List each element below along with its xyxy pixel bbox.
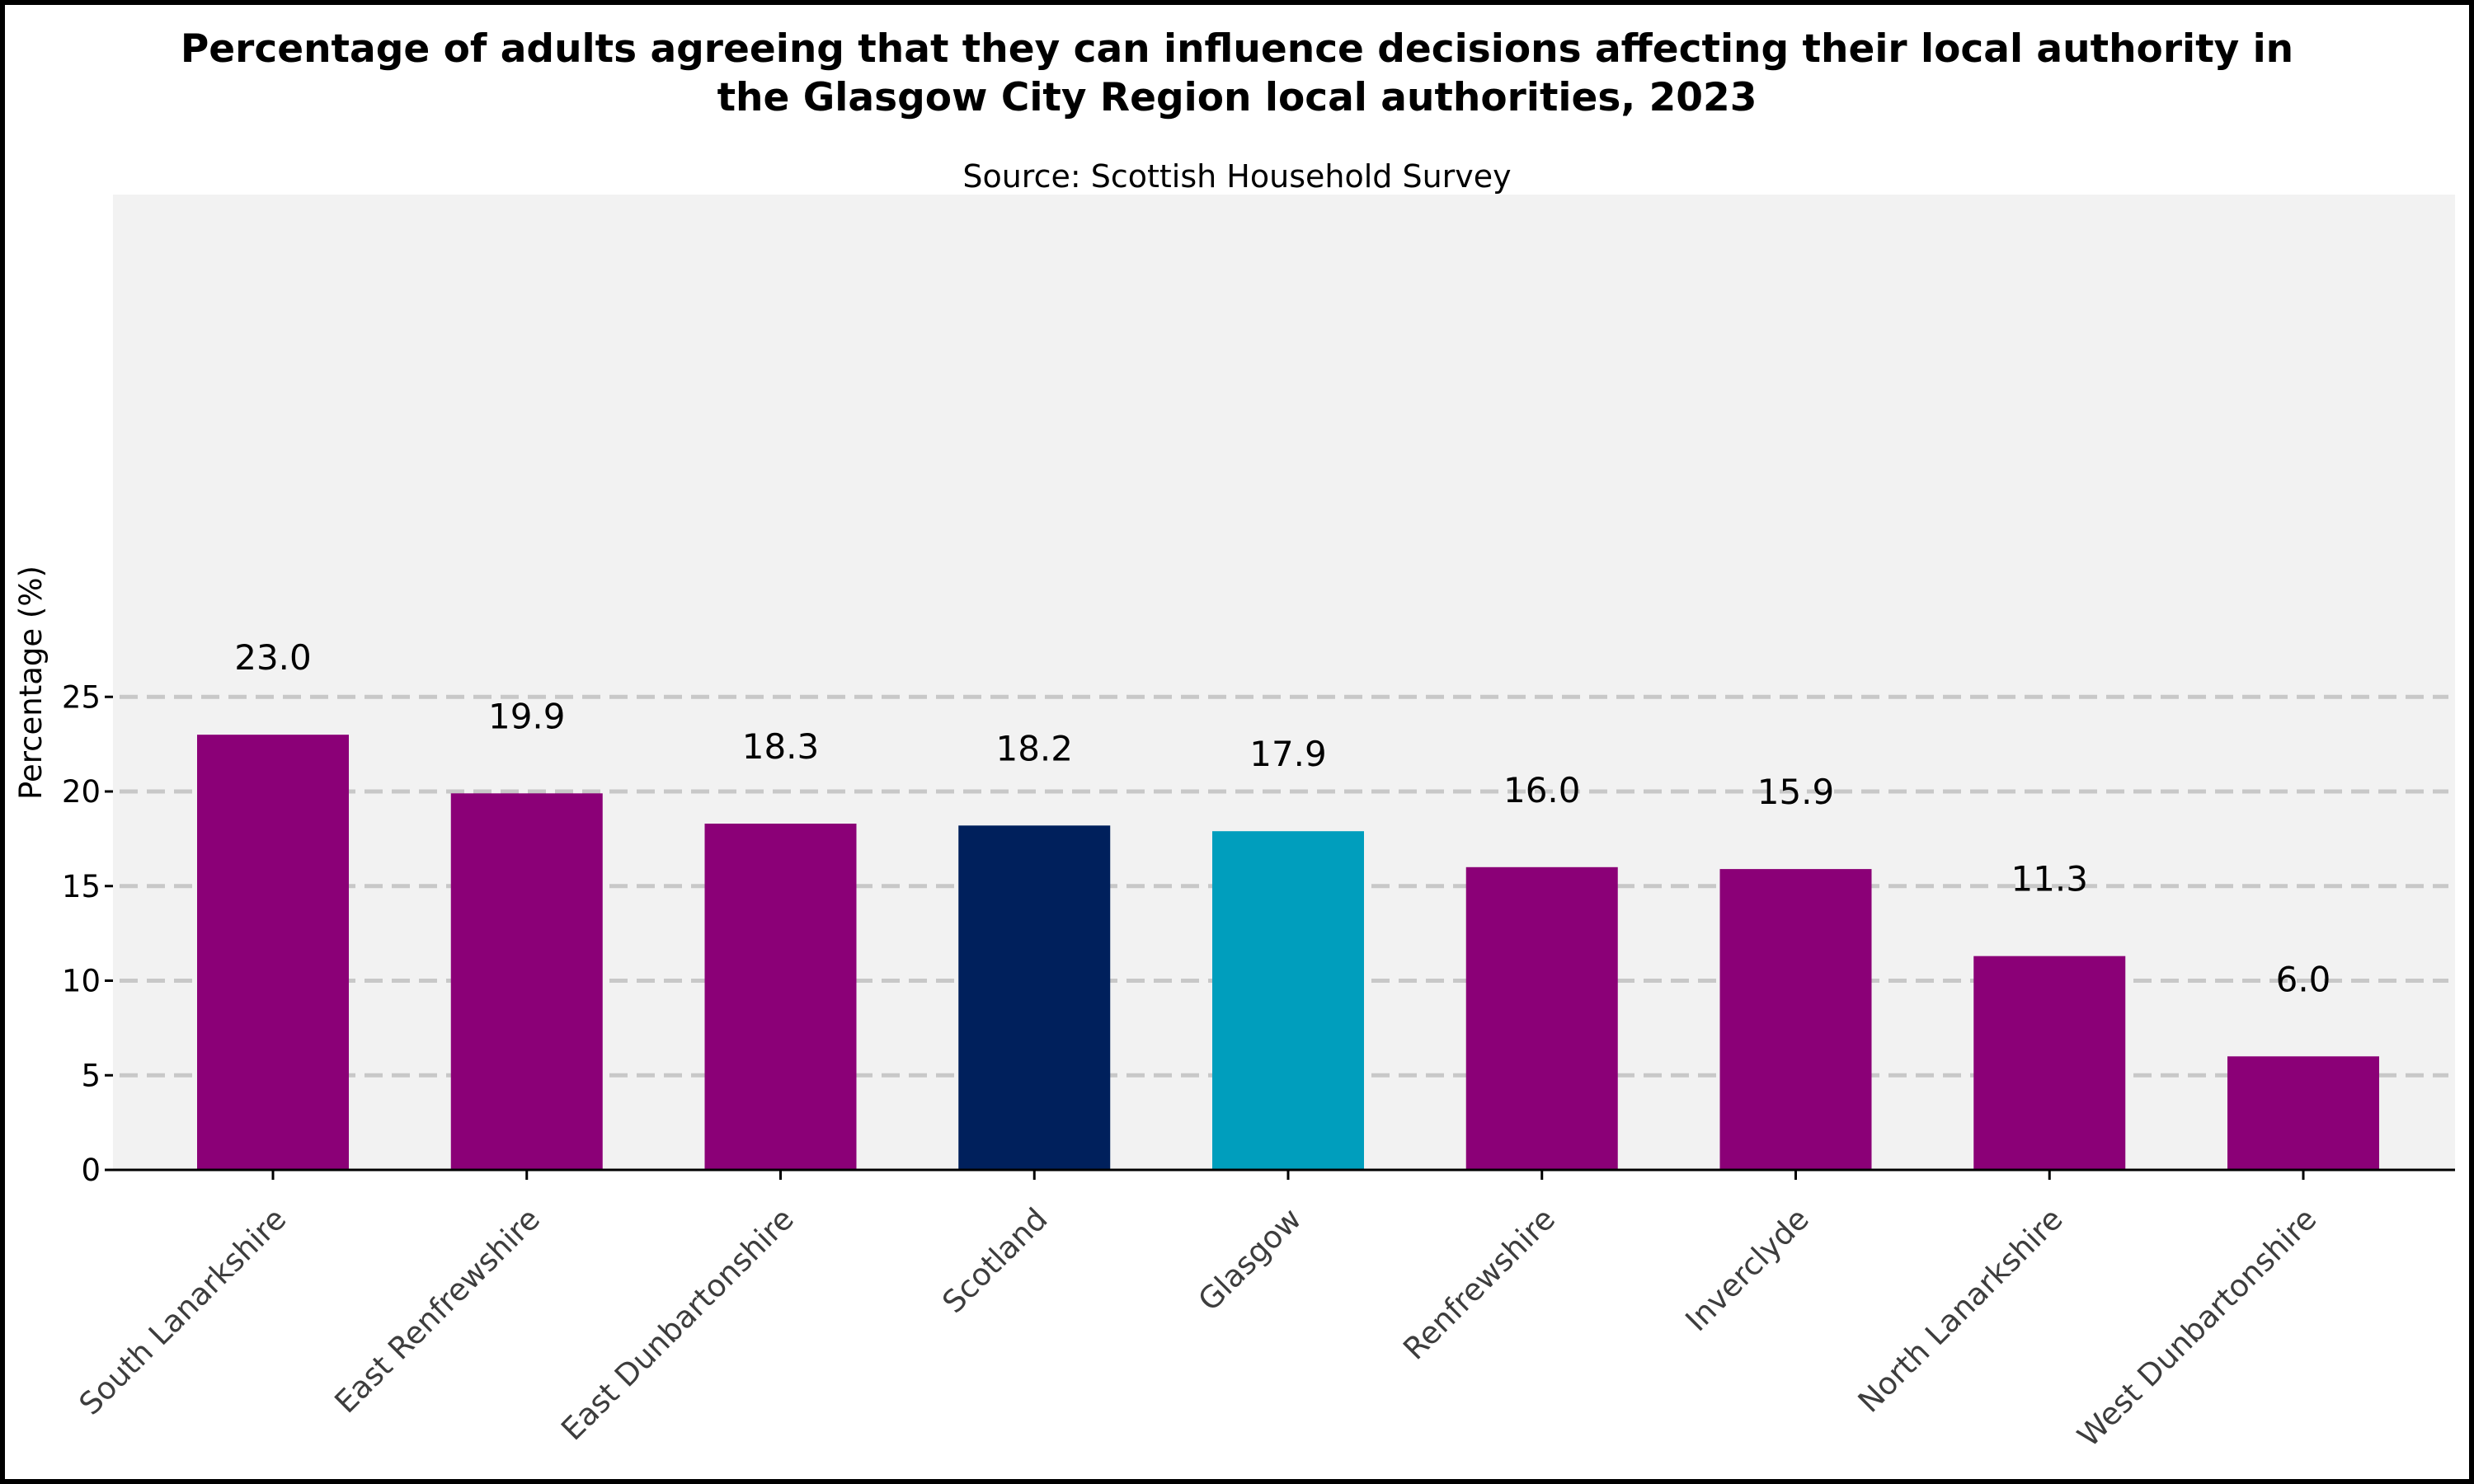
y-tick-label: 10 xyxy=(62,964,101,999)
x-tick-label: West Dunbartonshire xyxy=(2071,1201,2323,1453)
chart-title-line-2: the Glasgow City Region local authoritie… xyxy=(717,75,1757,120)
chart-title: Percentage of adults agreeing that they … xyxy=(0,25,2474,122)
bar xyxy=(197,735,349,1170)
data-label: 23.0 xyxy=(234,637,312,678)
chart-title-line-1: Percentage of adults agreeing that they … xyxy=(180,26,2294,72)
data-label: 15.9 xyxy=(1757,772,1835,812)
bar xyxy=(450,793,603,1170)
bars xyxy=(197,735,2379,1170)
chart-subtitle: Source: Scottish Household Survey xyxy=(962,158,1512,195)
y-tick-label: 25 xyxy=(62,679,101,715)
y-tick-label: 5 xyxy=(81,1058,101,1093)
y-tick-label: 15 xyxy=(62,869,101,904)
bar xyxy=(704,824,857,1170)
x-axis: South Lanarkshire East Renfrewshire East D… xyxy=(73,1170,2323,1453)
x-tick-label: Glasgow xyxy=(1192,1201,1309,1318)
data-label: 6.0 xyxy=(2276,959,2331,999)
x-tick-label: North Lanarkshire xyxy=(1851,1201,2070,1420)
x-tick-label: East Renfrewshire xyxy=(328,1201,548,1421)
y-axis: 0 5 10 15 20 25 xyxy=(62,679,113,1188)
x-tick-label: Inverclyde xyxy=(1679,1201,1816,1338)
x-tick-label: Scotland xyxy=(935,1201,1054,1320)
bar xyxy=(1465,866,1618,1170)
x-tick-label: South Lanarkshire xyxy=(73,1201,294,1422)
bar xyxy=(2227,1056,2379,1170)
bar xyxy=(958,825,1111,1170)
bar xyxy=(1719,869,1872,1170)
data-label: 11.3 xyxy=(2011,859,2088,899)
x-tick-label: Renfrewshire xyxy=(1396,1201,1562,1367)
data-label: 19.9 xyxy=(488,696,566,736)
x-tick-label: East Dunbartonshire xyxy=(554,1201,800,1447)
y-axis-title: Percentage (%) xyxy=(13,566,49,800)
y-tick-label: 0 xyxy=(81,1153,101,1188)
data-label: 16.0 xyxy=(1503,770,1581,810)
bar xyxy=(1973,956,2126,1170)
data-label: 17.9 xyxy=(1249,734,1327,774)
data-label: 18.3 xyxy=(742,726,820,767)
data-label: 18.2 xyxy=(995,728,1073,768)
bar xyxy=(1212,831,1364,1170)
data-labels: 23.0 19.9 18.3 18.2 17.9 16.0 15.9 11.3 6.0 xyxy=(234,637,2331,999)
y-tick-label: 20 xyxy=(62,774,101,810)
